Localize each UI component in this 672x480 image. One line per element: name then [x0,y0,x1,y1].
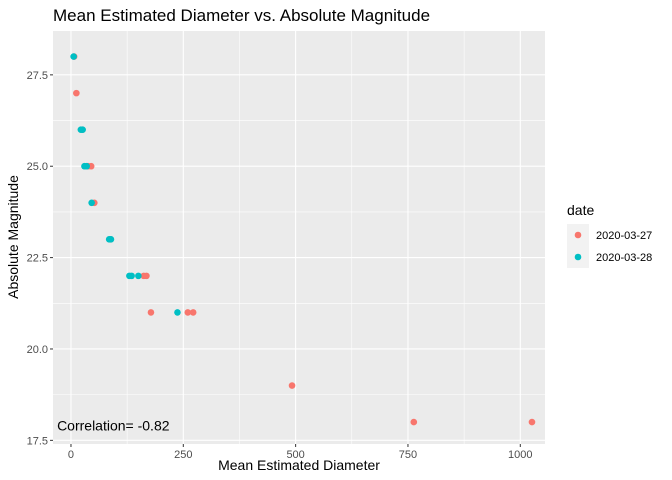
legend-title: date [567,202,594,218]
y-tick-label: 17.5 [27,435,48,447]
data-point-2020-03-27 [73,89,80,97]
x-tick-label: 250 [174,449,192,461]
correlation-annotation: Correlation= -0.82 [57,418,170,434]
x-tick-label: 750 [399,449,417,461]
legend: date 2020-03-27 2020-03-28 [567,202,652,268]
data-point-2020-03-27 [143,272,150,280]
x-tick-label: 1000 [508,449,532,461]
x-tick-label: 0 [68,449,74,461]
data-points [70,53,536,426]
data-point-2020-03-28 [79,126,86,133]
x-tick-label: 500 [286,449,304,461]
plot-panel [53,31,545,444]
data-point-2020-03-27 [147,309,155,316]
data-point-2020-03-28 [70,53,77,60]
data-point-2020-03-27 [410,418,418,426]
data-point-2020-03-28 [174,309,181,316]
legend-key-2020-03-28 [574,253,582,261]
major-gridlines [53,31,545,444]
minor-gridlines [53,31,545,444]
y-tick-label: 20.0 [27,344,48,356]
data-point-2020-03-27 [184,309,192,316]
data-point-2020-03-28 [107,236,115,243]
y-axis-title: Absolute Magnitude [5,175,21,299]
data-point-2020-03-27 [189,309,197,316]
legend-label-2020-03-28: 2020-03-28 [596,252,652,264]
legend-key-2020-03-27 [574,231,582,239]
y-tick-label: 27.5 [27,70,48,82]
x-axis-title: Mean Estimated Diameter [218,457,380,473]
y-axis-ticks: 17.5 20.0 22.5 25.0 27.5 [27,70,53,447]
data-point-2020-03-28 [135,272,142,280]
data-point-2020-03-28 [83,162,90,170]
y-tick-label: 25.0 [27,161,48,173]
data-point-2020-03-28 [88,199,95,207]
data-point-2020-03-27 [528,418,536,426]
legend-label-2020-03-27: 2020-03-27 [596,230,652,242]
chart-title: Mean Estimated Diameter vs. Absolute Mag… [53,6,430,25]
x-axis-ticks: 0 250 500 750 1000 [68,444,533,461]
y-tick-label: 22.5 [27,253,48,265]
data-point-2020-03-28 [128,272,135,280]
data-point-2020-03-27 [288,382,296,389]
